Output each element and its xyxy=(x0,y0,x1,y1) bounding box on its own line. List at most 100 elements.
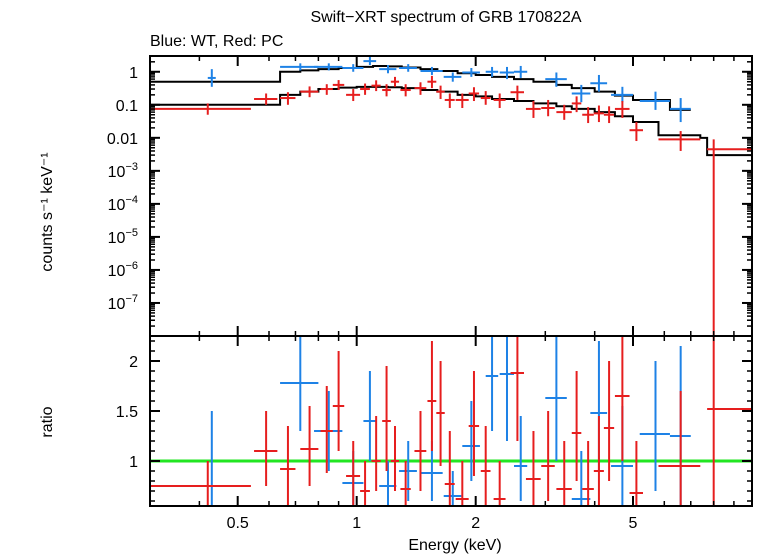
ratio-point-pc-7 xyxy=(360,461,370,506)
ratio-point-pc-0 xyxy=(150,461,251,506)
spectrum-frame xyxy=(149,55,753,337)
spectrum-point-pc-20 xyxy=(510,85,525,100)
x-tick-label: 0.5 xyxy=(227,515,249,532)
y-tick-label: 0.1 xyxy=(116,98,138,115)
ratio-point-pc-1 xyxy=(254,411,278,486)
y-tick-label: 10−4 xyxy=(108,194,138,214)
spectrum-point-pc-6 xyxy=(346,89,361,102)
ratio-point-wt-6 xyxy=(399,441,417,501)
ratio-point-pc-5 xyxy=(332,351,345,451)
spectrum-point-pc-28 xyxy=(614,101,630,118)
ratio-axis-ticks: 11.52 xyxy=(116,336,752,506)
spectrum-point-pc-14 xyxy=(436,85,445,99)
ratio-y-tick-label: 1 xyxy=(129,454,138,471)
y-tick-label: 10−7 xyxy=(108,293,138,313)
ratio-point-wt-11 xyxy=(499,336,515,441)
spectrum-point-pc-26 xyxy=(593,105,604,123)
spectrum-point-pc-11 xyxy=(400,84,411,97)
x-axis-label: Energy (keV) xyxy=(408,537,501,554)
ratio-frame xyxy=(149,335,753,507)
ratio-point-pc-10 xyxy=(390,426,400,491)
ratio-point-wt-5 xyxy=(379,461,397,506)
ratio-point-pc-12 xyxy=(414,411,427,491)
ratio-ylabel: ratio xyxy=(39,406,56,437)
spectrum-point-pc-15 xyxy=(444,93,455,108)
spectrum-point-pc-24 xyxy=(571,96,582,113)
y-tick-label: 10−5 xyxy=(108,227,138,247)
spectrum-point-wt-11 xyxy=(499,66,515,80)
ratio-point-wt-13 xyxy=(545,336,567,461)
ratio-point-pc-15 xyxy=(444,431,455,506)
ratio-point-pc-31 xyxy=(707,336,752,506)
chart-title: Swift−XRT spectrum of GRB 170822A xyxy=(310,9,581,26)
ratio-point-pc-2 xyxy=(280,426,296,506)
spectrum-point-wt-6 xyxy=(399,64,417,72)
x-tick-labels: 0.5 1 2 5 xyxy=(227,515,638,532)
ratio-point-pc-25 xyxy=(582,441,594,506)
chart-subtitle: Blue: WT, Red: PC xyxy=(150,33,283,50)
ratio-point-pc-18 xyxy=(480,426,491,506)
spectrum-point-pc-16 xyxy=(455,93,469,108)
ratio-point-pc-23 xyxy=(556,441,572,506)
spectrum-point-wt-13 xyxy=(545,72,567,87)
ratio-point-wt-8 xyxy=(443,471,462,506)
spectrum-point-pc-19 xyxy=(493,93,506,108)
ratio-point-wt-9 xyxy=(462,401,480,481)
ratio-point-wt-0 xyxy=(207,411,216,506)
spectrum-point-pc-7 xyxy=(360,83,370,95)
ratio-point-pc-27 xyxy=(603,361,615,481)
y-tick-label: 10−6 xyxy=(108,260,138,280)
spectrum-point-pc-3 xyxy=(300,86,319,98)
spectrum-data-points xyxy=(150,56,752,336)
spectrum-point-wt-17 xyxy=(639,91,670,110)
spectrum-point-pc-21 xyxy=(525,101,541,118)
spectrum-point-wt-18 xyxy=(669,98,691,123)
x-tick-label: 5 xyxy=(629,515,638,532)
ratio-point-pc-19 xyxy=(493,461,506,506)
spectrum-point-wt-9 xyxy=(462,67,480,77)
ratio-point-pc-21 xyxy=(525,431,541,506)
y-tick-label: 0.01 xyxy=(107,131,138,148)
ratio-point-pc-30 xyxy=(658,391,701,506)
y-tick-label: 10−3 xyxy=(108,161,138,181)
ratio-panel: 11.52 ratio xyxy=(39,335,753,507)
x-tick-label: 1 xyxy=(352,515,361,532)
spectrum-point-pc-1 xyxy=(254,93,278,105)
ratio-point-pc-8 xyxy=(371,416,381,491)
spectrum-axis-ticks: 1 0.1 0.01 10−3 10−4 10−5 10−6 10−7 xyxy=(107,55,752,337)
spectrum-point-pc-12 xyxy=(414,82,427,95)
spectrum-point-wt-14 xyxy=(571,84,591,103)
ratio-point-pc-11 xyxy=(400,461,411,506)
ratio-data-points xyxy=(150,336,752,506)
spectrum-point-wt-2 xyxy=(314,63,343,71)
spectrum-point-pc-31 xyxy=(707,139,752,336)
ratio-point-pc-16 xyxy=(455,461,469,506)
ratio-point-pc-13 xyxy=(427,341,437,451)
ratio-point-pc-20 xyxy=(510,336,525,441)
ratio-point-pc-22 xyxy=(541,411,555,501)
model-line-wt xyxy=(150,64,691,111)
ratio-point-pc-29 xyxy=(629,441,644,506)
spectrum-point-wt-1 xyxy=(280,63,319,71)
spectrum-point-pc-0 xyxy=(150,103,251,115)
spectrum-point-pc-25 xyxy=(582,107,594,124)
ratio-point-pc-4 xyxy=(320,386,333,473)
spectrum-panel: 1 0.1 0.01 10−3 10−4 10−5 10−6 10−7 counts s⁻¹ … xyxy=(39,55,753,337)
ratio-point-pc-17 xyxy=(468,371,480,476)
spectrum-point-pc-2 xyxy=(280,92,296,105)
spectrum-point-wt-16 xyxy=(611,86,634,103)
spectrum-point-pc-29 xyxy=(629,122,644,142)
spectrum-point-wt-4 xyxy=(363,56,377,66)
spectrum-point-pc-30 xyxy=(658,131,701,151)
spectrum-point-pc-4 xyxy=(320,84,333,95)
ratio-point-pc-28 xyxy=(614,336,630,461)
ratio-y-tick-label: 2 xyxy=(129,354,138,371)
spectrum-point-pc-17 xyxy=(468,87,480,102)
ratio-point-wt-12 xyxy=(514,416,528,501)
spectrum-model-lines xyxy=(150,64,752,157)
model-line-pc xyxy=(150,85,752,157)
y-tick-label: 1 xyxy=(129,65,138,82)
spectrum-point-wt-0 xyxy=(207,69,216,87)
spectrum-point-pc-22 xyxy=(541,99,555,117)
spectrum-point-wt-7 xyxy=(420,66,443,75)
